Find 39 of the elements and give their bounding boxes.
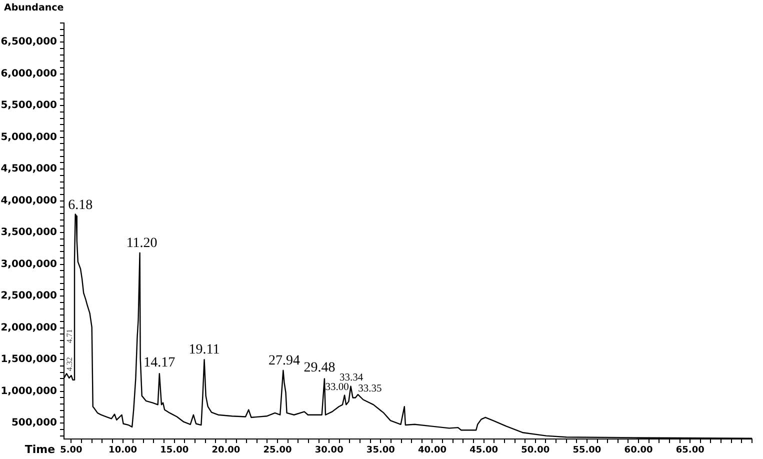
y-tick-label: 3,000,000: [0, 258, 58, 270]
annotation: 4.32: [65, 357, 74, 372]
y-tick-label: 6,500,000: [0, 36, 58, 48]
x-tick-label: 5.00: [60, 446, 82, 456]
x-tick-label: 40.00: [418, 446, 446, 456]
x-tick-label: 60.00: [624, 446, 653, 456]
x-tick-label: 65.00: [676, 446, 704, 456]
y-tick-label: 2,000,000: [0, 322, 58, 334]
annotation: 27.94: [268, 353, 300, 368]
annotation: 33.34: [339, 372, 364, 384]
annotation: 6.18: [68, 198, 93, 214]
annotation: 33.35: [358, 384, 382, 395]
y-tick-label: 4,500,000: [0, 164, 58, 175]
y-tick-label: 500,000: [11, 418, 58, 429]
x-tick-label: 50.00: [521, 446, 550, 456]
annotation: 4.71: [65, 329, 74, 344]
y-tick-label: 6,000,000: [0, 68, 58, 80]
y-tick-label: 4,000,000: [0, 195, 58, 206]
y-tick-label: 1,500,000: [0, 354, 58, 366]
annotation: 33.00: [325, 382, 349, 394]
y-axis-title: Abundance: [4, 2, 64, 14]
annotation: 29.48: [304, 360, 336, 376]
x-tick-label: 25.00: [263, 446, 292, 456]
x-tick-label: 55.00: [572, 446, 602, 456]
x-tick-label: 20.00: [212, 446, 240, 456]
x-tick-label: 30.00: [314, 446, 344, 456]
y-tick-label: 5,000,000: [0, 132, 58, 143]
y-tick-label: 3,500,000: [0, 227, 58, 238]
x-tick-label: 45.00: [470, 446, 498, 456]
annotation: 14.17: [144, 356, 176, 371]
annotation: 19.11: [188, 342, 220, 358]
x-axis-title: Time: [24, 442, 56, 456]
y-tick-label: 1,000,000: [0, 386, 58, 397]
x-tick-label: 35.00: [366, 446, 395, 456]
annotation: 11.20: [126, 236, 158, 251]
y-tick-label: 5,500,000: [0, 100, 58, 112]
x-tick-label: 15.00: [160, 446, 189, 456]
x-tick-label: 10.00: [108, 446, 138, 456]
y-tick-label: 2,500,000: [0, 290, 58, 302]
